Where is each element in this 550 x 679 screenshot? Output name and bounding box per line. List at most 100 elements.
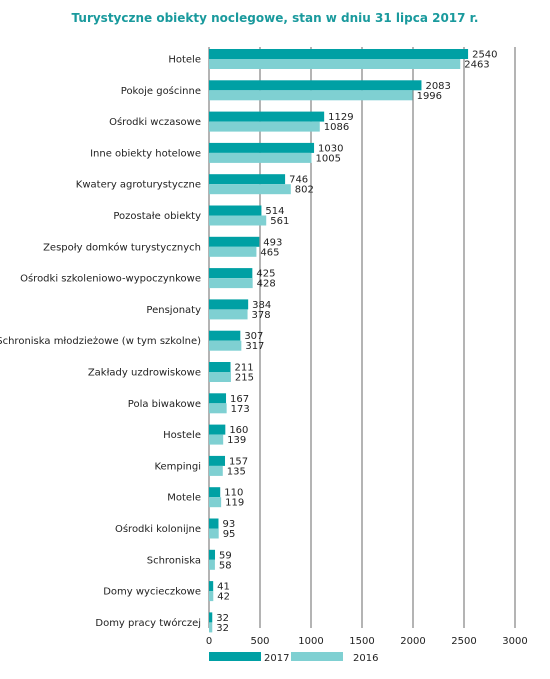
chart-title: Turystyczne obiekty noclegowe, stan w dn… <box>71 11 479 25</box>
bar-2017 <box>209 487 221 498</box>
bar-2017 <box>209 581 214 592</box>
category-label: Schroniska <box>147 555 201 566</box>
category-label: Pozostałe obiekty <box>113 211 201 222</box>
category-label: Domy wycieczkowe <box>103 587 201 598</box>
value-label-2016: 1086 <box>324 122 349 133</box>
x-tick-label: 500 <box>250 636 269 647</box>
bar-2017 <box>209 612 213 623</box>
bar-2017 <box>209 455 226 466</box>
bar-2016 <box>209 246 257 257</box>
legend-label-2017: 2017 <box>264 653 289 664</box>
value-label-2017: 2540 <box>472 50 497 61</box>
bar-2016 <box>209 121 320 132</box>
value-label-2017: 746 <box>289 175 308 186</box>
category-label: Pensjonaty <box>146 305 201 316</box>
value-label-2016: 58 <box>219 560 232 571</box>
category-label: Inne obiekty hotelowe <box>90 148 201 159</box>
x-tick-label: 2000 <box>400 636 425 647</box>
x-tick-label: 0 <box>206 636 212 647</box>
x-tick-label: 2500 <box>451 636 476 647</box>
category-label: Ośrodki szkoleniowo-wypoczynkowe <box>20 273 201 285</box>
bar-2016 <box>209 559 215 570</box>
legend-swatch-2016 <box>291 652 343 661</box>
bar-2016 <box>209 59 461 69</box>
bar-2016 <box>209 372 231 382</box>
bar-2016 <box>209 497 222 508</box>
value-label-2017: 384 <box>252 300 271 311</box>
category-label: Ośrodki kolonijne <box>115 523 201 535</box>
bar-2017 <box>209 330 241 341</box>
category-label: Hotele <box>168 55 201 66</box>
bar-2017 <box>209 49 469 59</box>
bar-2017 <box>209 424 226 435</box>
value-label-2016: 173 <box>231 404 250 415</box>
legend: 2017 2016 <box>209 652 378 664</box>
bar-2016 <box>209 465 223 476</box>
value-label-2016: 561 <box>270 216 289 227</box>
value-label-2017: 59 <box>219 550 232 561</box>
value-label-2017: 167 <box>230 394 249 405</box>
value-label-2017: 1129 <box>328 112 353 123</box>
bar-2016 <box>209 309 248 320</box>
value-label-2016: 95 <box>223 529 236 540</box>
bar-2017 <box>209 268 253 279</box>
bar-2017 <box>209 142 315 153</box>
bar-2017 <box>209 549 216 560</box>
value-label-2017: 157 <box>229 456 248 467</box>
value-label-2017: 425 <box>256 269 275 280</box>
value-label-2016: 317 <box>245 341 264 352</box>
value-label-2016: 1005 <box>316 153 341 164</box>
value-label-2017: 32 <box>216 613 229 624</box>
value-label-2016: 135 <box>227 466 246 477</box>
value-label-2016: 42 <box>217 592 230 603</box>
value-label-2016: 119 <box>225 498 244 509</box>
value-label-2016: 1996 <box>417 91 442 102</box>
value-label-2017: 211 <box>235 363 254 374</box>
value-label-2017: 93 <box>222 519 235 530</box>
bar-2017 <box>209 299 249 310</box>
bar-2016 <box>209 403 227 414</box>
bar-2017 <box>209 393 227 404</box>
bars <box>209 49 469 633</box>
value-label-2016: 215 <box>235 373 254 384</box>
x-tick-label: 1500 <box>349 636 374 647</box>
category-label: Ośrodki wczasowe <box>109 116 201 128</box>
value-label-2016: 2463 <box>464 60 489 71</box>
bar-2017 <box>209 518 219 529</box>
category-label: Kempingi <box>154 461 201 472</box>
value-label-2016: 465 <box>260 247 279 258</box>
bar-2017 <box>209 362 231 372</box>
x-tick-label: 3000 <box>502 636 527 647</box>
bar-2017 <box>209 205 262 216</box>
bar-2016 <box>209 278 253 289</box>
category-label: Zakłady uzdrowiskowe <box>88 368 201 379</box>
value-label-2016: 802 <box>295 185 314 196</box>
value-label-2017: 2083 <box>425 81 450 92</box>
category-label: Schroniska młodzieżowe (w tym szkolne) <box>0 336 201 347</box>
bar-2016 <box>209 340 242 351</box>
bar-2016 <box>209 528 219 539</box>
value-label-2017: 160 <box>229 425 248 436</box>
value-label-2017: 493 <box>263 237 282 248</box>
bar-2017 <box>209 80 422 91</box>
category-label: Kwatery agroturystyczne <box>76 180 201 191</box>
legend-swatch-2017 <box>209 652 261 661</box>
value-label-2017: 110 <box>224 488 243 499</box>
bar-2017 <box>209 174 286 185</box>
value-label-2016: 428 <box>257 279 276 290</box>
value-label-2016: 139 <box>227 435 246 446</box>
category-label: Zespoły domków turystycznych <box>43 241 201 253</box>
category-label: Pokoje gościnne <box>121 85 201 97</box>
bar-2016 <box>209 215 267 226</box>
category-label: Hostele <box>163 430 201 441</box>
value-label-2016: 32 <box>216 623 229 634</box>
value-label-2017: 307 <box>244 331 263 342</box>
value-label-2017: 41 <box>217 582 230 593</box>
value-label-2016: 378 <box>252 310 271 321</box>
bar-2016 <box>209 184 291 195</box>
bar-2017 <box>209 111 325 122</box>
category-label: Motele <box>167 493 201 504</box>
value-label-2017: 514 <box>265 206 284 217</box>
